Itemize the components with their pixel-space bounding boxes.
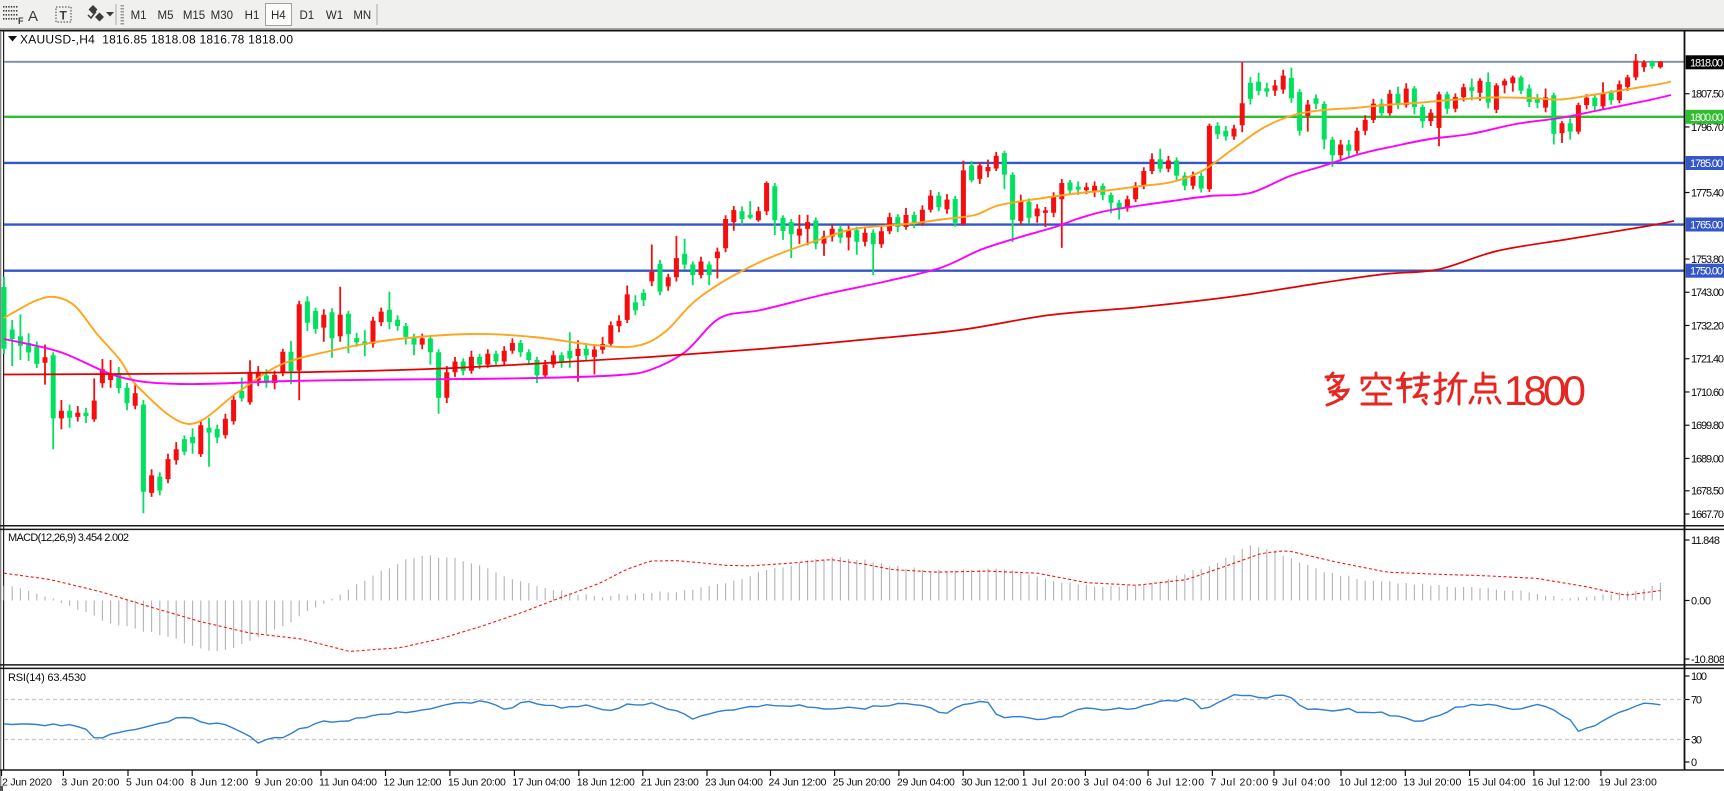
svg-text:1678.50: 1678.50 (1691, 486, 1724, 498)
svg-text:5 Jun 04:00: 5 Jun 04:00 (126, 777, 184, 789)
svg-text:1721.40: 1721.40 (1691, 354, 1724, 366)
svg-text:H4: H4 (271, 10, 286, 22)
svg-text:1785.00: 1785.00 (1690, 158, 1723, 170)
svg-text:1750.00: 1750.00 (1690, 266, 1723, 278)
svg-text:M30: M30 (211, 10, 233, 22)
svg-text:H1: H1 (245, 10, 260, 22)
svg-text:12 Jun 12:00: 12 Jun 12:00 (384, 777, 442, 789)
svg-text:30 Jun 12:00: 30 Jun 12:00 (961, 777, 1019, 789)
svg-text:29 Jun 04:00: 29 Jun 04:00 (897, 777, 955, 789)
svg-text:100: 100 (1691, 671, 1707, 683)
svg-text:XAUUSD-,H4 1816.85 1818.08 18: XAUUSD-,H4 1816.85 1818.08 1816.78 1818.… (20, 33, 293, 47)
svg-text:70: 70 (1691, 694, 1702, 706)
svg-text:15 Jun 20:00: 15 Jun 20:00 (448, 777, 506, 789)
svg-text:1667.70: 1667.70 (1691, 509, 1724, 521)
svg-text:10 Jul 12:00: 10 Jul 12:00 (1339, 777, 1397, 789)
svg-text:1689.00: 1689.00 (1691, 453, 1724, 465)
svg-text:19 Jul 23:00: 19 Jul 23:00 (1599, 777, 1657, 789)
svg-text:RSI(14) 63.4530: RSI(14) 63.4530 (8, 672, 86, 684)
svg-text:1800: 1800 (1504, 367, 1586, 414)
svg-text:1 Jul 20:00: 1 Jul 20:00 (1022, 777, 1080, 789)
svg-text:1732.20: 1732.20 (1691, 320, 1724, 332)
svg-text:M15: M15 (183, 10, 205, 22)
svg-text:21 Jun 23:00: 21 Jun 23:00 (641, 777, 699, 789)
svg-text:23 Jun 04:00: 23 Jun 04:00 (705, 777, 763, 789)
svg-text:1800.00: 1800.00 (1690, 112, 1723, 124)
svg-text:1699.80: 1699.80 (1691, 420, 1724, 432)
svg-text:1765.00: 1765.00 (1690, 220, 1723, 232)
svg-text:-10.808: -10.808 (1691, 654, 1724, 666)
svg-text:D1: D1 (299, 10, 314, 22)
svg-text:1807.50: 1807.50 (1691, 89, 1724, 101)
svg-text:F: F (18, 16, 24, 26)
svg-text:16 Jul 12:00: 16 Jul 12:00 (1532, 777, 1590, 789)
svg-text:3 Jun 20:00: 3 Jun 20:00 (61, 777, 119, 789)
svg-text:9 Jul 04:00: 9 Jul 04:00 (1272, 777, 1330, 789)
svg-text:6 Jul 12:00: 6 Jul 12:00 (1146, 777, 1204, 789)
svg-text:11 Jun 04:00: 11 Jun 04:00 (319, 777, 377, 789)
svg-text:1818.00: 1818.00 (1690, 57, 1723, 69)
svg-text:15 Jul 04:00: 15 Jul 04:00 (1468, 777, 1526, 789)
svg-text:24 Jun 12:00: 24 Jun 12:00 (769, 777, 827, 789)
svg-text:7 Jul 20:00: 7 Jul 20:00 (1210, 777, 1268, 789)
svg-text:0.00: 0.00 (1691, 595, 1711, 607)
svg-text:1710.60: 1710.60 (1691, 387, 1724, 399)
svg-text:30: 30 (1691, 734, 1702, 746)
svg-text:MN: MN (353, 10, 371, 22)
svg-text:9 Jun 20:00: 9 Jun 20:00 (255, 777, 313, 789)
svg-text:T: T (60, 9, 68, 23)
svg-text:M5: M5 (158, 10, 174, 22)
svg-text:0: 0 (1691, 757, 1697, 769)
svg-text:25 Jun 20:00: 25 Jun 20:00 (833, 777, 891, 789)
svg-text:13 Jul 20:00: 13 Jul 20:00 (1403, 777, 1461, 789)
svg-text:MACD(12,26,9) 3.454 2.002: MACD(12,26,9) 3.454 2.002 (8, 532, 129, 544)
svg-text:3 Jul 04:00: 3 Jul 04:00 (1083, 777, 1141, 789)
svg-text:M1: M1 (131, 10, 147, 22)
svg-text:8 Jun 12:00: 8 Jun 12:00 (190, 777, 248, 789)
svg-text:A: A (28, 8, 38, 25)
svg-text:2 Jun 2020: 2 Jun 2020 (2, 777, 52, 789)
svg-text:18 Jun 12:00: 18 Jun 12:00 (577, 777, 635, 789)
svg-text:1775.40: 1775.40 (1691, 187, 1724, 199)
svg-text:1796.70: 1796.70 (1691, 122, 1724, 134)
svg-text:17 Jun 04:00: 17 Jun 04:00 (512, 777, 570, 789)
svg-text:11.848: 11.848 (1691, 535, 1720, 547)
svg-text:W1: W1 (326, 10, 343, 22)
svg-text:1743.00: 1743.00 (1691, 287, 1724, 299)
svg-text:1753.80: 1753.80 (1691, 254, 1724, 266)
